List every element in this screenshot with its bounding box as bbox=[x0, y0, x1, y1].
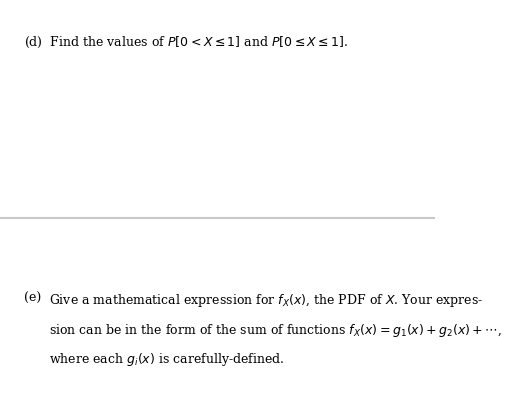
Text: sion can be in the form of the sum of functions $f_X(x) = g_1(x)+g_2(x)+\cdots$,: sion can be in the form of the sum of fu… bbox=[49, 321, 502, 338]
Text: (d)  Find the values of $P[0 < X \leq 1]$ and $P[0 \leq X \leq 1]$.: (d) Find the values of $P[0 < X \leq 1]$… bbox=[24, 34, 348, 49]
Text: Give a mathematical expression for $f_X(x)$, the PDF of $X$. Your expres-: Give a mathematical expression for $f_X(… bbox=[49, 292, 483, 309]
Text: (e): (e) bbox=[24, 292, 41, 305]
Text: where each $g_i(x)$ is carefully-defined.: where each $g_i(x)$ is carefully-defined… bbox=[49, 350, 285, 367]
